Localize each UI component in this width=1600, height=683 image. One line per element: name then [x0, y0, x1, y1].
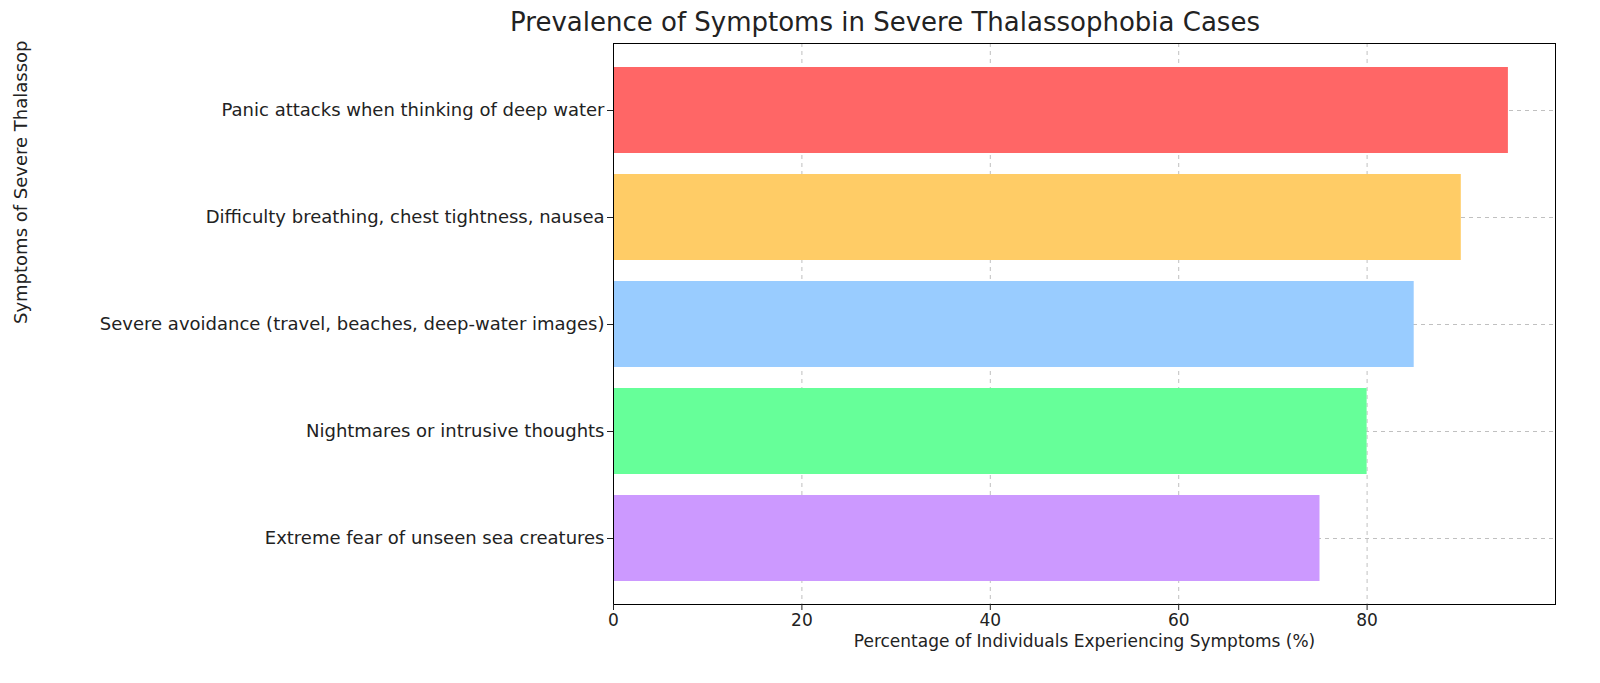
svg-text:Percentage of Individuals Expe: Percentage of Individuals Experiencing S… [854, 631, 1315, 651]
svg-text:Panic attacks when thinking of: Panic attacks when thinking of deep wate… [222, 99, 606, 120]
svg-text:Severe avoidance (travel, beac: Severe avoidance (travel, beaches, deep-… [100, 313, 605, 334]
svg-text:0: 0 [608, 610, 619, 630]
svg-text:Difficulty breathing, chest ti: Difficulty breathing, chest tightness, n… [206, 206, 605, 227]
svg-text:Extreme fear of unseen sea cre: Extreme fear of unseen sea creatures [265, 527, 605, 548]
svg-text:20: 20 [791, 610, 813, 630]
svg-text:40: 40 [979, 610, 1001, 630]
svg-text:Symptoms of Severe Thalassopho: Symptoms of Severe Thalassophobia [10, 40, 31, 324]
svg-text:60: 60 [1168, 610, 1190, 630]
svg-text:80: 80 [1356, 610, 1378, 630]
svg-text:Nightmares or intrusive though: Nightmares or intrusive thoughts [306, 420, 605, 441]
html-text:Prevalence of Symptoms in Seve: Prevalence of Symptoms in Severe Thalass… [510, 7, 1260, 37]
